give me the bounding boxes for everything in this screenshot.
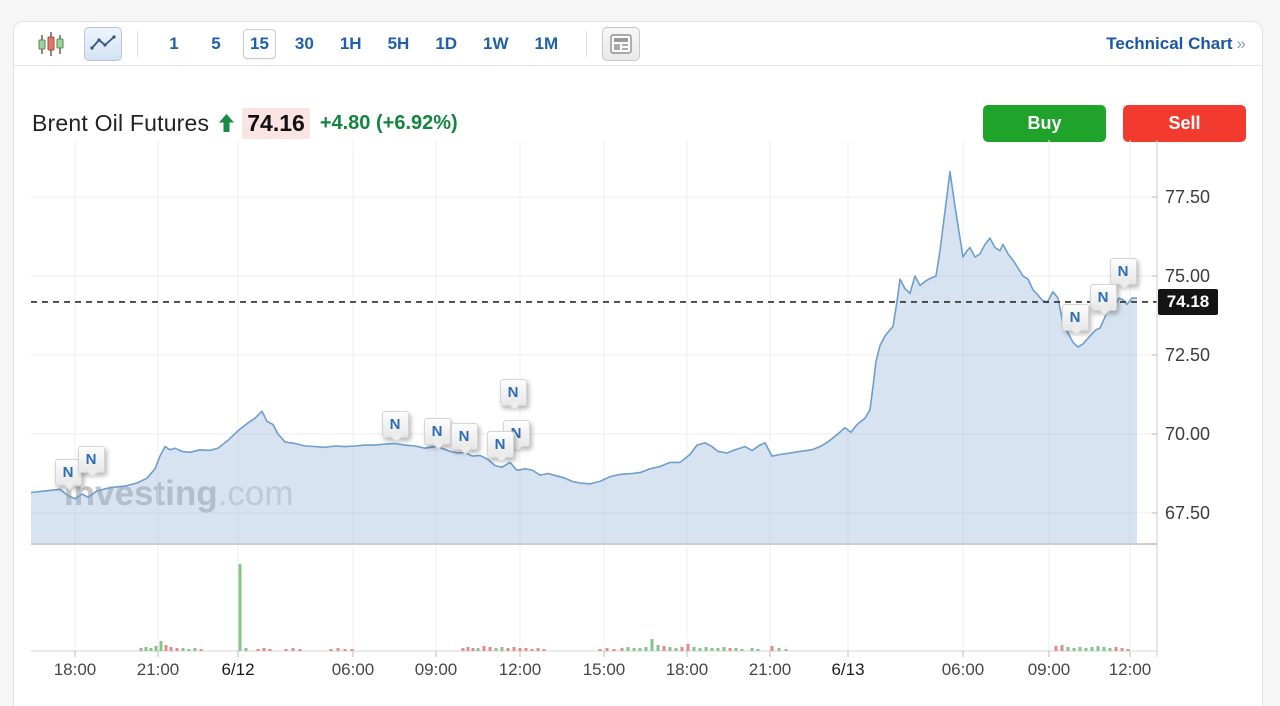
instrument-header: Brent Oil Futures 74.16 +4.80 (+6.92%) B… xyxy=(14,100,1262,146)
interval-button-5h[interactable]: 5H xyxy=(387,33,410,53)
instrument-title: Brent Oil Futures xyxy=(32,109,210,136)
news-marker[interactable]: N xyxy=(77,445,105,473)
interval-button-1m[interactable]: 1M xyxy=(534,33,559,53)
technical-chart-link[interactable]: Technical Chart» xyxy=(1106,33,1246,53)
news-panel-button[interactable] xyxy=(602,26,641,61)
current-price-tag: 74.18 xyxy=(1158,288,1218,315)
line-chart-icon xyxy=(90,34,116,50)
price-up-arrow-icon xyxy=(219,114,235,132)
interval-button-15[interactable]: 15 xyxy=(243,28,276,59)
price-change: +4.80 (+6.92%) xyxy=(319,111,458,134)
news-marker[interactable]: N xyxy=(1061,303,1089,331)
news-marker[interactable]: N xyxy=(1109,257,1137,285)
news-marker[interactable]: N xyxy=(450,422,478,450)
last-price: 74.16 xyxy=(242,107,310,139)
news-marker[interactable]: N xyxy=(423,417,451,445)
chevron-right-icon: » xyxy=(1236,33,1246,53)
buy-button[interactable]: Buy xyxy=(983,104,1106,142)
toolbar-divider xyxy=(586,30,588,57)
interval-button-5[interactable]: 5 xyxy=(211,33,221,53)
news-marker[interactable]: N xyxy=(499,378,527,406)
candlestick-chart-type-icon[interactable] xyxy=(38,31,64,57)
interval-button-1w[interactable]: 1W xyxy=(483,33,509,53)
chart-widget-card: 1 5 15 30 1H 5H 1D 1W 1M Technical Chart» Brent … xyxy=(13,21,1263,706)
sell-button[interactable]: Sell xyxy=(1123,104,1246,142)
interval-button-1h[interactable]: 1H xyxy=(339,33,362,53)
news-marker[interactable]: N xyxy=(1089,283,1117,311)
news-marker[interactable]: N xyxy=(486,430,514,458)
toolbar-divider xyxy=(137,30,138,57)
investing-watermark: Investing.com xyxy=(64,474,294,513)
chart-toolbar: 1 5 15 30 1H 5H 1D 1W 1M Technical Chart» xyxy=(14,22,1262,66)
line-chart-type-button[interactable] xyxy=(84,26,122,61)
interval-button-30[interactable]: 30 xyxy=(294,33,314,53)
interval-button-1d[interactable]: 1D xyxy=(435,33,458,53)
news-marker[interactable]: N xyxy=(381,410,409,438)
newspaper-icon xyxy=(610,33,632,54)
interval-button-1[interactable]: 1 xyxy=(169,33,179,53)
interval-selector: 1 5 15 30 1H 5H 1D 1W 1M xyxy=(153,28,571,59)
